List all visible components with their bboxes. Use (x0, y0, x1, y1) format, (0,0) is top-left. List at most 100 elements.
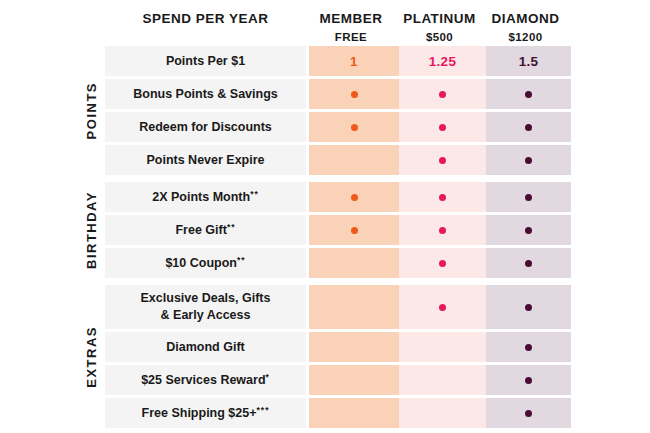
table-row: Diamond Gift (105, 332, 571, 362)
tier-price-member: FREE (306, 29, 396, 45)
included-dot-icon (439, 194, 446, 201)
included-dot-icon (439, 304, 446, 311)
diamond-cell (486, 365, 571, 395)
table-row: Free Shipping $25+*** (105, 398, 571, 428)
member-cell (309, 215, 399, 245)
tier-price-diamond: $1200 (483, 29, 568, 45)
member-cell (309, 182, 399, 212)
platinum-cell: 1.25 (399, 46, 486, 76)
member-cell (309, 365, 399, 395)
platinum-cell (399, 145, 486, 175)
member-cell (309, 332, 399, 362)
tier-header-platinum: PLATINUM $500 (396, 11, 483, 45)
table-row: $25 Services Reward* (105, 365, 571, 395)
included-dot-icon (439, 227, 446, 234)
diamond-cell (486, 332, 571, 362)
table-row: Free Gift** (105, 215, 571, 245)
included-dot-icon (525, 157, 532, 164)
table-row: Redeem for Discounts (105, 112, 571, 142)
member-cell (309, 248, 399, 278)
platinum-cell (399, 365, 486, 395)
group-label: BIRTHDAY (84, 191, 99, 269)
group-label-column: EXTRAS (0, 285, 105, 428)
benefit-group-points: POINTS Points Per $1 1 1.25 1.5 Bonus Points … (0, 46, 650, 175)
platinum-cell (399, 332, 486, 362)
member-cell (309, 398, 399, 428)
spend-per-year-heading: SPEND PER YEAR (105, 11, 306, 27)
table-row: $10 Coupon** (105, 248, 571, 278)
row-label: Free Gift** (105, 215, 306, 245)
group-label-column: BIRTHDAY (0, 182, 105, 278)
footnote-asterisks: ** (250, 189, 259, 200)
tier-name-platinum: PLATINUM (396, 11, 483, 27)
diamond-cell (486, 182, 571, 212)
row-label: Redeem for Discounts (105, 112, 306, 142)
platinum-cell (399, 182, 486, 212)
included-dot-icon (351, 227, 358, 234)
row-label: $25 Services Reward* (105, 365, 306, 395)
group-label: EXTRAS (84, 326, 99, 388)
rewards-comparison-table: SPEND PER YEAR MEMBER FREE PLATINUM $500… (0, 0, 650, 428)
included-dot-icon (525, 410, 532, 417)
included-dot-icon (525, 260, 532, 267)
group-label: POINTS (84, 82, 99, 139)
row-label: Free Shipping $25+*** (105, 398, 306, 428)
tier-header-member: MEMBER FREE (306, 11, 396, 45)
platinum-cell (399, 398, 486, 428)
diamond-cell (486, 398, 571, 428)
diamond-cell (486, 248, 571, 278)
diamond-cell (486, 79, 571, 109)
included-dot-icon (525, 344, 532, 351)
included-dot-icon (351, 91, 358, 98)
table-row: Points Per $1 1 1.25 1.5 (105, 46, 571, 76)
member-value: 1 (350, 54, 358, 69)
footnote-asterisks: *** (257, 405, 270, 416)
member-cell (309, 112, 399, 142)
included-dot-icon (439, 157, 446, 164)
platinum-cell (399, 79, 486, 109)
included-dot-icon (525, 91, 532, 98)
row-label: $10 Coupon** (105, 248, 306, 278)
group-rows: Points Per $1 1 1.25 1.5 Bonus Points & Savi… (105, 46, 571, 175)
group-rows: Exclusive Deals, Gifts & Early AccessDia… (105, 285, 571, 428)
row-label: 2X Points Month** (105, 182, 306, 212)
table-row: 2X Points Month** (105, 182, 571, 212)
included-dot-icon (351, 194, 358, 201)
tier-name-diamond: DIAMOND (483, 11, 568, 27)
row-label: Diamond Gift (105, 332, 306, 362)
platinum-cell (399, 248, 486, 278)
group-label-column: POINTS (0, 46, 105, 175)
tier-price-platinum: $500 (396, 29, 483, 45)
diamond-cell (486, 215, 571, 245)
diamond-cell (486, 112, 571, 142)
included-dot-icon (525, 304, 532, 311)
table-row: Exclusive Deals, Gifts & Early Access (105, 285, 571, 329)
included-dot-icon (439, 124, 446, 131)
included-dot-icon (439, 91, 446, 98)
platinum-cell (399, 215, 486, 245)
included-dot-icon (351, 124, 358, 131)
included-dot-icon (525, 227, 532, 234)
platinum-cell (399, 285, 486, 329)
table-row: Bonus Points & Savings (105, 79, 571, 109)
tier-header-diamond: DIAMOND $1200 (483, 11, 568, 45)
diamond-value: 1.5 (519, 54, 539, 69)
table-body: POINTS Points Per $1 1 1.25 1.5 Bonus Points … (0, 46, 650, 428)
tier-name-member: MEMBER (306, 11, 396, 27)
included-dot-icon (439, 260, 446, 267)
diamond-cell (486, 145, 571, 175)
table-header: SPEND PER YEAR MEMBER FREE PLATINUM $500… (0, 0, 650, 46)
platinum-cell (399, 112, 486, 142)
included-dot-icon (525, 124, 532, 131)
footnote-asterisks: ** (237, 255, 246, 266)
included-dot-icon (525, 194, 532, 201)
member-cell (309, 285, 399, 329)
row-label: Points Per $1 (105, 46, 306, 76)
row-label: Bonus Points & Savings (105, 79, 306, 109)
row-label: Exclusive Deals, Gifts & Early Access (105, 285, 306, 329)
member-cell (309, 79, 399, 109)
member-cell: 1 (309, 46, 399, 76)
benefit-group-extras: EXTRAS Exclusive Deals, Gifts & Early Acc… (0, 285, 650, 428)
group-rows: 2X Points Month**Free Gift**$10 Coupon** (105, 182, 571, 278)
footnote-asterisks: * (266, 372, 270, 383)
